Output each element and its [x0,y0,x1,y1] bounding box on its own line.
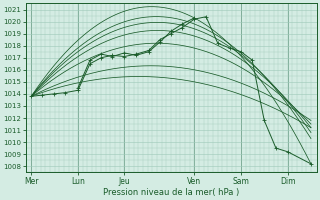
X-axis label: Pression niveau de la mer( hPa ): Pression niveau de la mer( hPa ) [103,188,239,197]
